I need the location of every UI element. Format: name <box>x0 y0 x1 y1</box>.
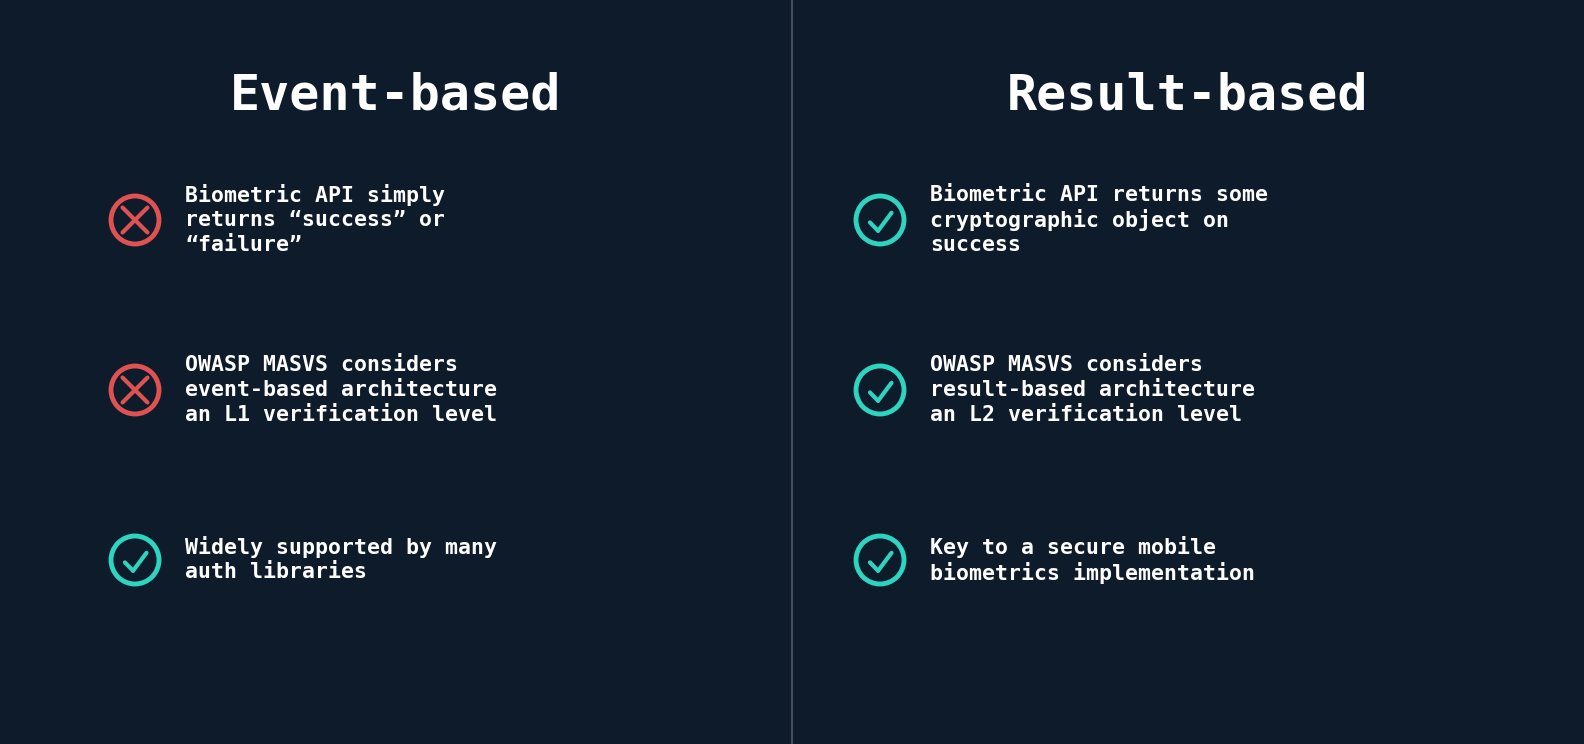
Text: event-based architecture: event-based architecture <box>185 380 497 400</box>
Text: biometrics implementation: biometrics implementation <box>930 562 1255 583</box>
Text: success: success <box>930 235 1022 255</box>
Text: OWASP MASVS considers: OWASP MASVS considers <box>930 355 1202 375</box>
Text: Biometric API simply: Biometric API simply <box>185 184 445 206</box>
Text: “failure”: “failure” <box>185 235 303 255</box>
Text: returns “success” or: returns “success” or <box>185 210 445 230</box>
Text: OWASP MASVS considers: OWASP MASVS considers <box>185 355 458 375</box>
Text: an L1 verification level: an L1 verification level <box>185 405 497 425</box>
Text: Result-based: Result-based <box>1007 71 1369 119</box>
Text: Widely supported by many: Widely supported by many <box>185 536 497 559</box>
Text: an L2 verification level: an L2 verification level <box>930 405 1242 425</box>
Text: result-based architecture: result-based architecture <box>930 380 1255 400</box>
Text: Biometric API returns some: Biometric API returns some <box>930 185 1269 205</box>
Text: Event-based: Event-based <box>230 71 562 119</box>
Text: cryptographic object on: cryptographic object on <box>930 209 1229 231</box>
Text: auth libraries: auth libraries <box>185 562 367 583</box>
Text: Key to a secure mobile: Key to a secure mobile <box>930 536 1217 559</box>
